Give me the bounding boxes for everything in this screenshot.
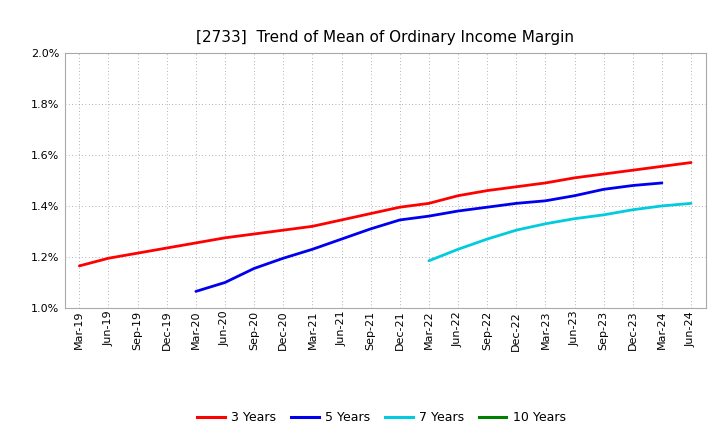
Title: [2733]  Trend of Mean of Ordinary Income Margin: [2733] Trend of Mean of Ordinary Income …	[197, 29, 575, 45]
Legend: 3 Years, 5 Years, 7 Years, 10 Years: 3 Years, 5 Years, 7 Years, 10 Years	[192, 407, 571, 429]
